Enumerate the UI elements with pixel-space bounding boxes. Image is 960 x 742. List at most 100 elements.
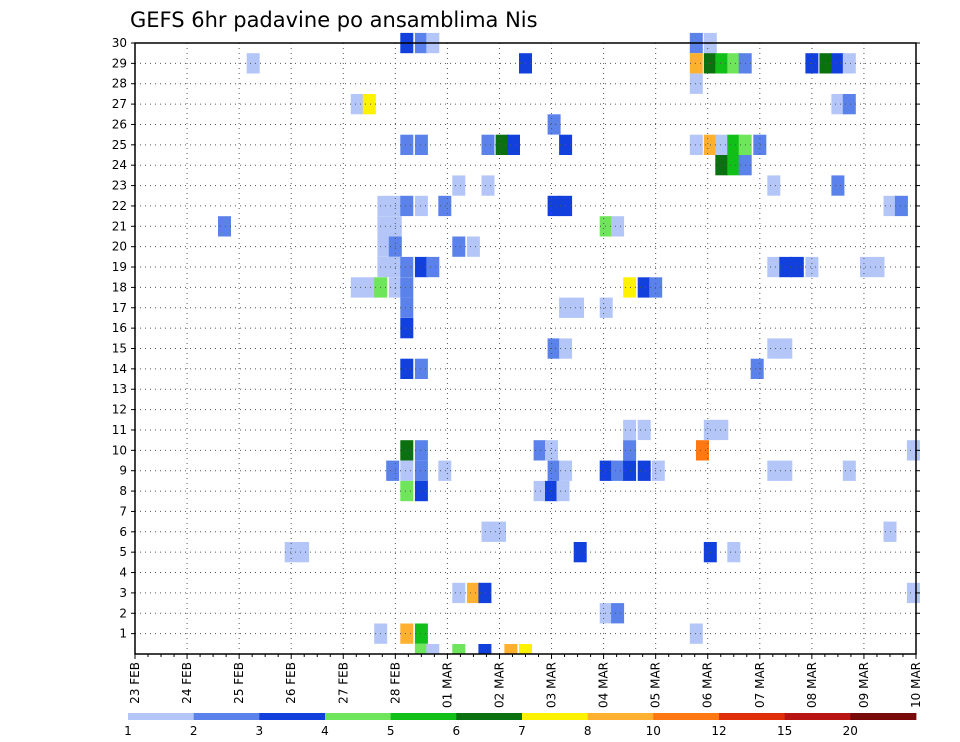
cell-112	[767, 460, 781, 481]
cell-138	[414, 644, 428, 654]
cell-20	[842, 94, 856, 115]
y-tick-label-13: 13	[112, 382, 127, 396]
cell-10	[727, 53, 741, 74]
colorbar-swatch-8	[653, 713, 720, 720]
colorbar-label-20: 20	[843, 724, 858, 738]
cell-9	[715, 53, 729, 74]
x-tick-label-10: 05 MAR	[649, 662, 663, 708]
colorbar-swatch-2	[259, 713, 326, 720]
x-tick-label-1: 24 FEB	[180, 662, 194, 704]
cell-101	[386, 460, 400, 481]
cell-105	[547, 460, 561, 481]
cell-41	[377, 195, 391, 217]
cell-127	[727, 542, 741, 563]
cell-71	[362, 277, 376, 298]
y-tick-label-9: 9	[119, 464, 127, 478]
cell-97	[545, 440, 558, 461]
cell-70	[350, 277, 364, 298]
y-tick-label-11: 11	[112, 423, 127, 437]
cell-46	[547, 195, 561, 217]
colorbar-label-3: 3	[255, 724, 263, 738]
cell-140	[452, 644, 466, 654]
cell-54	[611, 216, 625, 237]
y-tick-label-20: 20	[112, 240, 127, 254]
colorbar-label-10: 10	[646, 724, 661, 738]
x-tick-label-12: 07 MAR	[753, 662, 767, 708]
cell-69	[871, 256, 885, 278]
x-tick-label-0: 23 FEB	[128, 662, 142, 704]
cell-116	[414, 480, 428, 502]
y-tick-label-27: 27	[112, 97, 127, 111]
chart-title: GEFS 6hr padavine po ansamblima Nis	[130, 8, 538, 32]
y-tick-label-10: 10	[112, 443, 127, 457]
colorbar-label-12: 12	[711, 724, 726, 738]
cell-17	[350, 94, 364, 115]
cell-98	[623, 440, 637, 461]
cell-128	[452, 582, 466, 604]
cell-74	[400, 277, 414, 298]
cell-132	[599, 603, 613, 624]
y-tick-label-5: 5	[119, 545, 127, 559]
cell-136	[414, 623, 428, 644]
cell-23	[414, 134, 428, 155]
y-tick-label-6: 6	[119, 525, 127, 539]
cell-30	[715, 134, 729, 155]
cell-104	[438, 460, 452, 481]
cell-53	[599, 216, 613, 237]
colorbar-swatch-10	[784, 713, 851, 720]
x-tick-label-7: 02 MAR	[492, 662, 506, 708]
y-tick-label-17: 17	[112, 301, 127, 315]
cell-28	[689, 134, 703, 155]
cell-82	[400, 318, 414, 339]
cell-76	[637, 277, 651, 298]
colorbar-swatch-9	[719, 713, 786, 720]
y-tick-label-21: 21	[112, 219, 127, 233]
cell-68	[860, 256, 873, 278]
cell-90	[623, 419, 637, 441]
colorbar-label-2: 2	[190, 724, 198, 738]
cell-88	[414, 358, 428, 379]
y-tick-label-30: 30	[112, 36, 127, 50]
y-tick-label-19: 19	[112, 260, 127, 274]
y-tick-label-15: 15	[112, 342, 127, 356]
cell-141	[478, 644, 492, 654]
x-tick-label-3: 26 FEB	[284, 662, 298, 704]
cell-24	[481, 134, 495, 155]
cell-31	[727, 134, 741, 155]
cell-107	[599, 460, 613, 481]
cell-80	[571, 297, 585, 318]
cell-115	[400, 480, 414, 502]
cell-124	[296, 542, 310, 563]
cell-51	[377, 216, 391, 237]
cell-38	[481, 175, 495, 196]
colorbar-swatch-4	[390, 713, 457, 720]
cell-19	[831, 94, 845, 115]
x-tick-label-13: 08 MAR	[805, 662, 819, 708]
y-tick-label-7: 7	[119, 504, 127, 518]
cell-40	[831, 175, 845, 196]
grid-lines	[135, 43, 916, 654]
x-tick-label-11: 06 MAR	[701, 662, 715, 708]
cell-67	[805, 256, 819, 278]
cell-75	[623, 277, 637, 298]
cell-103	[414, 460, 428, 481]
cell-33	[753, 134, 767, 155]
y-tick-label-16: 16	[112, 321, 127, 335]
cell-119	[556, 480, 570, 502]
data-cells	[218, 32, 920, 654]
cell-25	[495, 134, 509, 155]
cell-18	[362, 94, 376, 115]
colorbar-label-15: 15	[777, 724, 792, 738]
y-tick-label-1: 1	[119, 627, 127, 641]
cell-63	[426, 256, 440, 278]
cell-35	[727, 155, 741, 176]
cell-26	[507, 134, 520, 155]
y-tick-label-4: 4	[119, 566, 127, 580]
cell-15	[842, 53, 856, 74]
y-axis: 1234567891011121314151617181920212223242…	[112, 36, 920, 641]
y-tick-label-29: 29	[112, 56, 127, 70]
y-tick-label-28: 28	[112, 77, 127, 91]
x-tick-label-2: 25 FEB	[232, 662, 246, 704]
cell-39	[767, 175, 781, 196]
